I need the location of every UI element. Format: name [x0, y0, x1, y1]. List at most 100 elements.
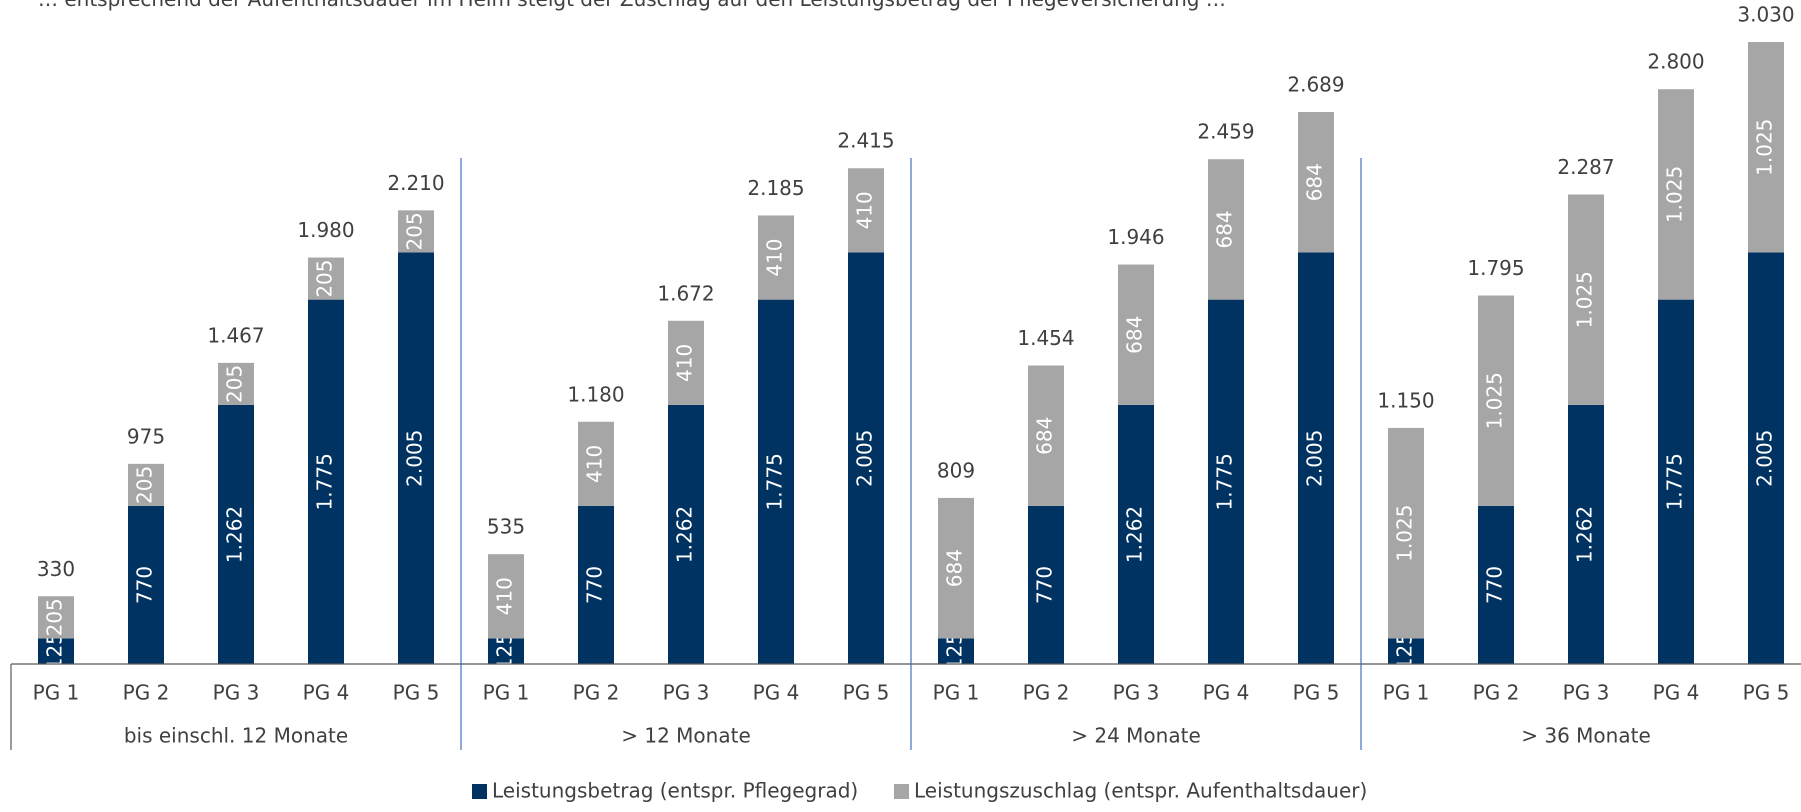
total-label: 2.459: [1197, 120, 1254, 144]
data-label-leistungszuschlag: 684: [1303, 163, 1327, 201]
total-label: 975: [127, 424, 165, 448]
legend-swatch: [472, 784, 487, 799]
total-label: 535: [487, 515, 525, 539]
data-label-leistungszuschlag: 1.025: [1663, 166, 1687, 223]
x-tick-label: PG 4: [1203, 681, 1250, 705]
bar-segment-leistungsbetrag: [1478, 505, 1514, 664]
x-tick-label: PG 4: [1653, 681, 1700, 705]
bar-segment-leistungszuschlag: [938, 497, 974, 639]
bar-segment-leistungsbetrag: [1208, 299, 1244, 664]
data-label-leistungszuschlag: 1.025: [1753, 119, 1777, 176]
legend-label: Leistungsbetrag (entspr. Pflegegrad): [492, 779, 858, 803]
bar-segment-leistungsbetrag: [1028, 505, 1064, 664]
bar-segment-leistungszuschlag: [218, 362, 254, 405]
bar-segment-leistungszuschlag: [488, 554, 524, 639]
x-tick-label: PG 1: [483, 681, 530, 705]
x-tick-label: PG 2: [123, 681, 170, 705]
bar-segment-leistungszuschlag: [398, 210, 434, 253]
bar-segment-leistungsbetrag: [668, 404, 704, 664]
total-label: 1.672: [657, 281, 714, 305]
x-tick-label: PG 3: [663, 681, 710, 705]
data-label-leistungsbetrag: 770: [1033, 566, 1057, 604]
x-tick-label: PG 4: [753, 681, 800, 705]
total-label: 2.415: [837, 129, 894, 153]
x-tick-label: PG 4: [303, 681, 350, 705]
data-label-leistungszuschlag: 684: [1033, 417, 1057, 455]
x-tick-label: PG 1: [933, 681, 980, 705]
total-label: 809: [937, 458, 975, 482]
x-tick-label: PG 2: [1023, 681, 1070, 705]
data-label-leistungsbetrag: 2.005: [1753, 430, 1777, 487]
data-label-leistungsbetrag: 770: [583, 566, 607, 604]
x-tick-label: PG 5: [1743, 681, 1790, 705]
data-label-leistungszuschlag: 684: [1213, 210, 1237, 248]
bar-segment-leistungsbetrag: [1658, 299, 1694, 664]
bar-segment-leistungsbetrag: [848, 252, 884, 664]
data-label-leistungsbetrag: 2.005: [403, 430, 427, 487]
bar-segment-leistungsbetrag: [218, 404, 254, 664]
x-tick-label: PG 1: [33, 681, 80, 705]
data-label-leistungszuschlag: 684: [943, 549, 967, 587]
total-label: 1.946: [1107, 225, 1164, 249]
x-tick-label: PG 1: [1383, 681, 1430, 705]
data-label-leistungsbetrag: 1.775: [763, 453, 787, 510]
bar-segment-leistungszuschlag: [1388, 427, 1424, 639]
data-label-leistungsbetrag: 2.005: [1303, 430, 1327, 487]
data-label-leistungsbetrag: 770: [1483, 566, 1507, 604]
legend-swatch: [894, 784, 909, 799]
bar-segment-leistungszuschlag: [1028, 365, 1064, 506]
bar-segment-leistungszuschlag: [1118, 264, 1154, 405]
bar-segment-leistungszuschlag: [38, 596, 74, 639]
group-label: > 36 Monate: [1521, 724, 1651, 748]
total-label: 3.030: [1737, 3, 1794, 27]
bar-segment-leistungszuschlag: [668, 320, 704, 405]
data-label-leistungszuschlag: 684: [1123, 316, 1147, 354]
bar-segment-leistungszuschlag: [1478, 295, 1514, 506]
data-label-leistungszuschlag: 205: [43, 598, 67, 636]
data-label-leistungsbetrag: 1.775: [1213, 453, 1237, 510]
data-label-leistungsbetrag: 1.775: [1663, 453, 1687, 510]
data-label-leistungszuschlag: 205: [313, 259, 337, 297]
bar-segment-leistungszuschlag: [128, 463, 164, 506]
bar-segment-leistungszuschlag: [1658, 89, 1694, 300]
data-label-leistungszuschlag: 1.025: [1573, 271, 1597, 328]
bar-segment-leistungszuschlag: [578, 421, 614, 506]
chart-title: … entsprechend der Aufenthaltsdauer im H…: [38, 0, 1226, 11]
axis-layer: PG 1 PG 2 PG 3 PG 4 PG 5 bis einschl. 12 Mona…: [10, 158, 1801, 750]
total-label: 1.795: [1467, 256, 1524, 280]
group-label: > 24 Monate: [1071, 724, 1201, 748]
total-label: 2.210: [387, 171, 444, 195]
bar-segment-leistungsbetrag: [128, 505, 164, 664]
bar-segment-leistungsbetrag: [1388, 638, 1424, 664]
x-tick-label: PG 3: [213, 681, 260, 705]
bar-segment-leistungsbetrag: [1748, 252, 1784, 664]
data-label-leistungszuschlag: 410: [763, 238, 787, 276]
total-label: 1.150: [1377, 388, 1434, 412]
bar-segment-leistungszuschlag: [1208, 159, 1244, 300]
bar-segment-leistungszuschlag: [758, 215, 794, 300]
total-label: 1.180: [567, 382, 624, 406]
bar-segment-leistungsbetrag: [758, 299, 794, 664]
data-label-leistungszuschlag: 1.025: [1483, 372, 1507, 429]
x-tick-label: PG 2: [573, 681, 620, 705]
total-label: 1.467: [207, 323, 264, 347]
bar-segment-leistungsbetrag: [308, 299, 344, 664]
total-label: 2.800: [1647, 50, 1704, 74]
bar-segment-leistungsbetrag: [38, 638, 74, 664]
bar-segment-leistungsbetrag: [1298, 252, 1334, 664]
group-label: bis einschl. 12 Monate: [124, 724, 348, 748]
data-label-leistungszuschlag: 205: [133, 466, 157, 504]
total-label: 2.185: [747, 176, 804, 200]
total-label: 1.454: [1017, 326, 1074, 350]
x-tick-label: PG 2: [1473, 681, 1520, 705]
x-tick-label: PG 5: [1293, 681, 1340, 705]
data-label-leistungsbetrag: 2.005: [853, 430, 877, 487]
data-label-leistungszuschlag: 410: [583, 445, 607, 483]
data-label-leistungsbetrag: 1.262: [673, 506, 697, 563]
data-label-leistungszuschlag: 410: [853, 191, 877, 229]
data-label-leistungsbetrag: 1.262: [223, 506, 247, 563]
bar-segment-leistungsbetrag: [938, 638, 974, 664]
